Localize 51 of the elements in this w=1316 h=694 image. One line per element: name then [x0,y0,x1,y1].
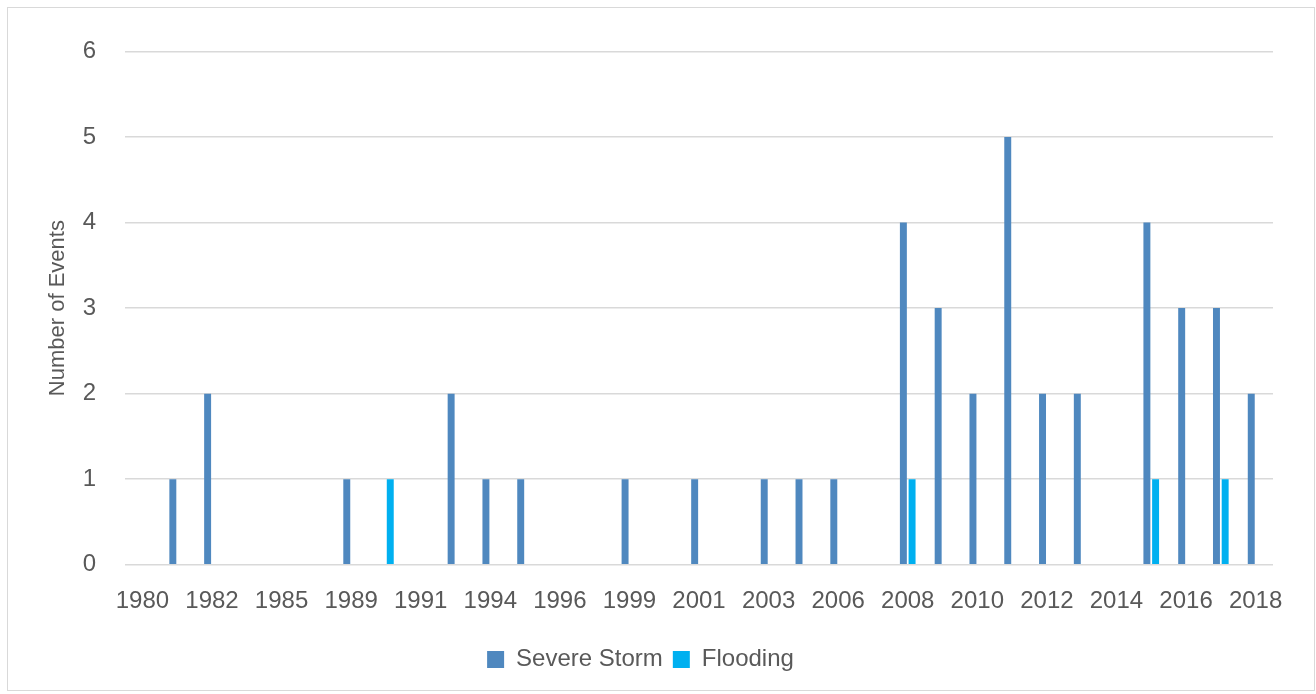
bar [1221,479,1229,565]
x-tick-label: 2012 [1020,585,1074,613]
bar [386,479,394,565]
x-tick-label: 2003 [741,585,796,613]
bar [447,393,455,565]
bar [1073,393,1081,565]
bar [691,479,699,565]
x-tick-label: 1989 [324,585,378,613]
bar [1178,308,1186,565]
bar [517,479,525,565]
bar [482,479,490,565]
bar [1039,393,1047,565]
y-tick-label: 0 [82,549,96,577]
y-tick-label: 2 [82,378,96,406]
bar [169,479,177,565]
y-tick-label: 4 [82,207,96,235]
y-tick-label: 3 [82,292,96,320]
x-tick-label: 1982 [185,585,239,613]
x-tick-label: 2001 [672,585,726,613]
x-tick-label: 2008 [881,585,935,613]
bar [934,308,942,565]
x-tick-label: 1991 [394,585,448,613]
y-tick-label: 5 [82,121,96,149]
bar [1004,136,1012,565]
legend-label: Severe Storm [516,644,663,672]
bar [1212,308,1220,565]
x-tick-label: 2014 [1089,585,1144,613]
x-tick-label: 1980 [115,585,170,613]
y-axis-title: Number of Events [44,220,70,397]
bar [1152,479,1160,565]
bar [204,393,212,565]
x-tick-label: 2018 [1228,585,1283,613]
legend-label: Flooding [701,644,794,672]
bar [969,393,977,565]
x-tick-label: 1994 [463,585,517,613]
bar [1143,222,1151,565]
x-tick-label: 2010 [950,585,1004,613]
x-tick-label: 1985 [254,585,309,613]
x-tick-label: 2016 [1159,585,1213,613]
y-tick-label: 6 [82,36,96,64]
bar [760,479,768,565]
bar [343,479,351,565]
y-tick-label: 1 [82,463,96,491]
bar [908,479,916,565]
x-tick-label: 2006 [811,585,865,613]
x-tick-label: 1996 [533,585,587,613]
x-tick-label: 1999 [602,585,657,613]
bar [830,479,838,565]
bar [899,222,907,565]
bar [621,479,629,565]
bar [1247,393,1255,565]
